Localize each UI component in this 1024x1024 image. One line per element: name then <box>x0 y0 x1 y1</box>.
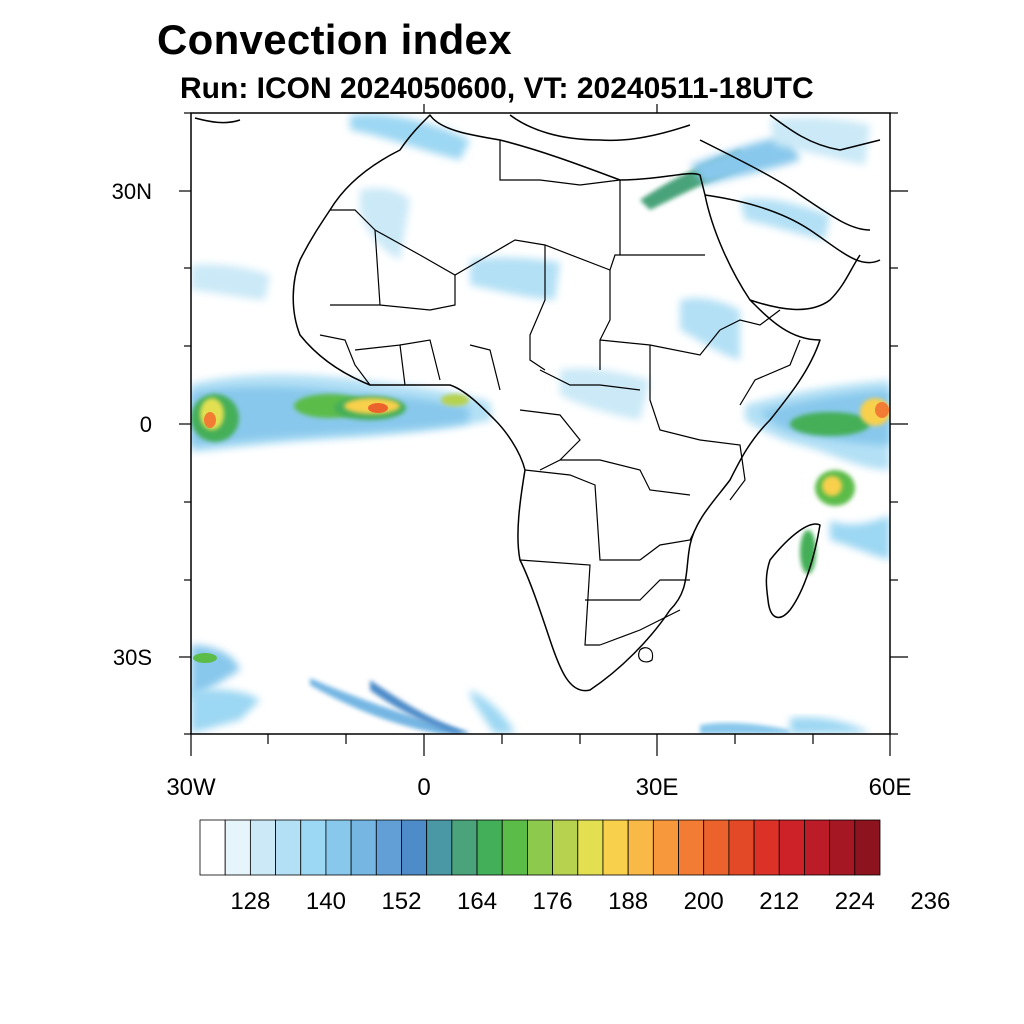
lon-label-60e: 60E <box>868 774 912 801</box>
lon-label-0: 0 <box>417 774 431 801</box>
colorbar-tick-label: 200 <box>683 888 724 915</box>
colorbar-swatch <box>728 819 755 876</box>
colorbar-swatch <box>804 819 831 876</box>
colorbar-tick-label: 152 <box>381 888 422 915</box>
colorbar-swatch <box>577 819 604 876</box>
colorbar-swatch <box>829 819 856 876</box>
convection-indian-ocean-band <box>745 380 890 574</box>
colorbar-swatch <box>627 819 654 876</box>
colorbar <box>199 819 881 876</box>
country-borders <box>319 140 801 663</box>
chart-subtitle: Run: ICON 2024050600, VT: 20240511-18UTC <box>180 72 814 105</box>
colorbar-swatch <box>778 819 805 876</box>
colorbar-swatch <box>602 819 629 876</box>
convection-atlantic-band <box>191 374 492 452</box>
colorbar-tick-label: 236 <box>910 888 951 915</box>
lon-label-30e: 30E <box>635 774 679 801</box>
colorbar-swatch <box>325 819 352 876</box>
lat-label-0: 0 <box>139 412 152 437</box>
colorbar-swatch <box>476 819 503 876</box>
colorbar-swatch <box>527 819 553 876</box>
colorbar-swatch <box>249 819 276 876</box>
colorbar-swatch <box>652 819 679 876</box>
colorbar-swatch <box>401 819 428 876</box>
colorbar-swatch <box>451 819 478 876</box>
colorbar-swatch <box>854 819 881 876</box>
colorbar-swatch <box>501 819 528 876</box>
lon-label-30w: 30W <box>166 774 216 801</box>
colorbar-swatch <box>753 819 780 876</box>
colorbar-swatch <box>375 819 402 876</box>
colorbar-tick-label: 164 <box>457 888 498 915</box>
colorbar-tick-label: 140 <box>305 888 346 915</box>
colorbar-swatch <box>678 819 705 876</box>
africa-coastline <box>194 114 881 692</box>
colorbar-tick-label: 176 <box>532 888 573 915</box>
colorbar-swatch <box>199 819 226 876</box>
longitude-ticks <box>190 104 891 756</box>
colorbar-swatch <box>350 819 377 876</box>
map-frame <box>179 104 908 756</box>
colorbar-swatch <box>224 819 251 876</box>
colorbar-tick-label: 224 <box>834 888 875 915</box>
chart-title: Convection index <box>157 16 512 63</box>
colorbar-swatch <box>275 819 302 876</box>
convection-field <box>191 113 890 734</box>
latitude-ticks <box>179 112 908 735</box>
colorbar-swatch <box>300 819 327 876</box>
colorbar-tick-label: 212 <box>759 888 800 915</box>
colorbar-tick-label: 128 <box>230 888 271 915</box>
colorbar-swatch <box>552 819 579 876</box>
colorbar-tick-label: 188 <box>608 888 649 915</box>
colorbar-swatch <box>426 819 453 876</box>
lat-label-30n: 30N <box>111 179 152 204</box>
colorbar-swatch <box>703 819 730 876</box>
lat-label-30s: 30S <box>112 645 152 670</box>
convection-southern-bands <box>191 645 870 734</box>
